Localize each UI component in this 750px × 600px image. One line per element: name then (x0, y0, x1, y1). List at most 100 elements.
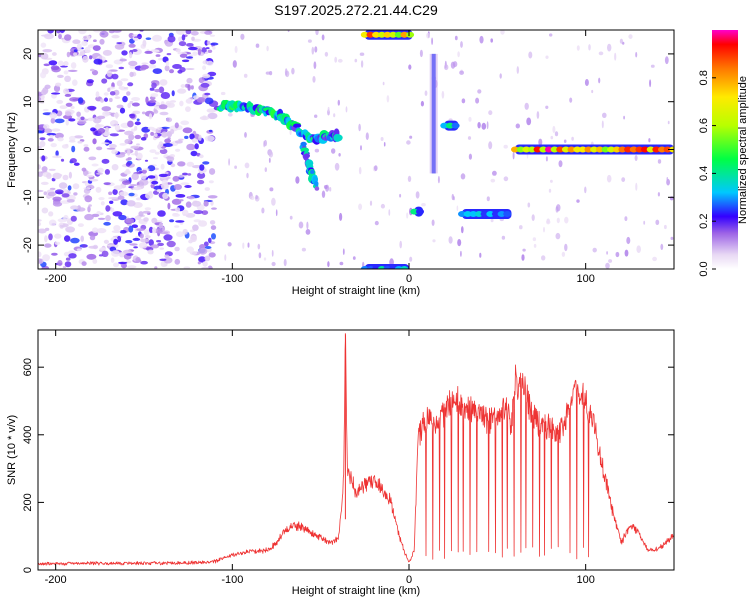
heatmap-cell (185, 201, 192, 208)
heatmap-cell (327, 261, 330, 268)
heatmap-cell (110, 121, 115, 125)
heatmap-cell (264, 167, 267, 173)
heatmap-cell (52, 52, 57, 56)
heatmap-cell (615, 251, 620, 258)
heatmap-cell (358, 166, 362, 175)
heatmap-cell (182, 172, 188, 176)
heatmap-feature-9 (511, 144, 674, 155)
heatmap-marks (38, 30, 674, 269)
heatmap-cell (147, 126, 155, 130)
heatmap-cell (117, 195, 125, 200)
heatmap-cell (499, 73, 502, 79)
heatmap-x-tick-label: 0 (406, 273, 412, 285)
heatmap-cell (162, 226, 166, 232)
heatmap-cell (175, 148, 181, 152)
heatmap-cell (94, 123, 101, 130)
heatmap-cell (249, 195, 255, 200)
heatmap-cell (451, 122, 460, 129)
heatmap-cell (141, 169, 147, 174)
heatmap-cell (66, 199, 75, 203)
heatmap-cell (65, 119, 69, 126)
heatmap-cell (97, 217, 106, 220)
colorbar-ticks: 0.0 0.2 0.4 0.6 0.8 (698, 70, 716, 277)
heatmap-cell (339, 261, 344, 266)
heatmap-cell (321, 190, 326, 198)
heatmap-cell (431, 219, 435, 226)
heatmap-cell (127, 265, 137, 269)
heatmap-cell (107, 87, 111, 92)
heatmap-cell (98, 197, 105, 201)
heatmap-cell (164, 171, 169, 175)
heatmap-cell (329, 187, 332, 192)
line-y-tick-label: 200 (22, 493, 34, 511)
heatmap-cell (257, 243, 261, 250)
heatmap-cell (52, 155, 61, 158)
heatmap-cell (128, 133, 135, 141)
heatmap-cell (486, 211, 495, 217)
heatmap-cell (200, 82, 210, 88)
heatmap-cell (64, 93, 72, 97)
heatmap-cell (131, 97, 141, 101)
heatmap-cell (578, 146, 587, 153)
heatmap-cell (359, 52, 365, 56)
heatmap-cell (192, 224, 199, 231)
heatmap-cell (131, 224, 138, 228)
heatmap-cell (541, 255, 546, 261)
heatmap-cell (524, 102, 529, 110)
heatmap-cell (624, 216, 628, 222)
heatmap-cell (550, 179, 553, 183)
heatmap-cell (138, 242, 148, 249)
heatmap-y-tick-label: 20 (22, 48, 34, 60)
heatmap-cell (486, 196, 490, 202)
heatmap-cell (153, 109, 159, 114)
heatmap-cell (232, 60, 237, 68)
heatmap-cell (164, 65, 170, 72)
heatmap-cell (135, 197, 142, 201)
line-frame (37, 329, 675, 571)
heatmap-y-tick-label: -20 (22, 237, 34, 253)
heatmap-cell (159, 247, 164, 250)
heatmap-cell (154, 88, 161, 93)
heatmap-y-tick-label: -10 (22, 189, 34, 205)
heatmap-cell (538, 138, 543, 146)
heatmap-cell (115, 111, 119, 119)
heatmap-cell (96, 115, 106, 120)
heatmap-cell (179, 100, 184, 107)
heatmap-cell (352, 256, 356, 260)
heatmap-cell (169, 100, 177, 103)
heatmap-cell (54, 241, 61, 245)
heatmap-cell (460, 41, 463, 48)
heatmap-cell (134, 215, 142, 220)
heatmap-cell (65, 111, 72, 117)
heatmap-cell (206, 60, 214, 66)
heatmap-cell (145, 192, 154, 199)
heatmap-cell (89, 178, 99, 182)
heatmap-cell (261, 207, 265, 214)
heatmap-cell (475, 211, 483, 217)
heatmap-cell (372, 31, 381, 38)
heatmap-cell (38, 91, 42, 95)
heatmap-cell (208, 237, 212, 243)
heatmap-cell (158, 173, 168, 178)
heatmap-cell (38, 164, 41, 170)
heatmap-cell (664, 56, 669, 65)
heatmap-cell (153, 157, 158, 160)
heatmap-cell (119, 230, 127, 234)
heatmap-cell (88, 245, 98, 249)
heatmap-cell (81, 40, 88, 46)
heatmap-cell (240, 33, 245, 40)
heatmap-cell (132, 34, 139, 37)
heatmap-cell (127, 149, 131, 156)
heatmap-cell (165, 117, 173, 123)
heatmap-cell (143, 217, 149, 222)
heatmap-cell (68, 118, 76, 122)
heatmap-cell (106, 70, 112, 77)
heatmap-cell (185, 30, 192, 35)
heatmap-cell (314, 186, 320, 191)
heatmap-cell (160, 182, 169, 190)
heatmap-cell (380, 203, 385, 209)
heatmap-cell (110, 207, 115, 213)
heatmap-cell (591, 89, 594, 94)
heatmap-cell (105, 127, 109, 132)
heatmap-cell (83, 36, 87, 39)
